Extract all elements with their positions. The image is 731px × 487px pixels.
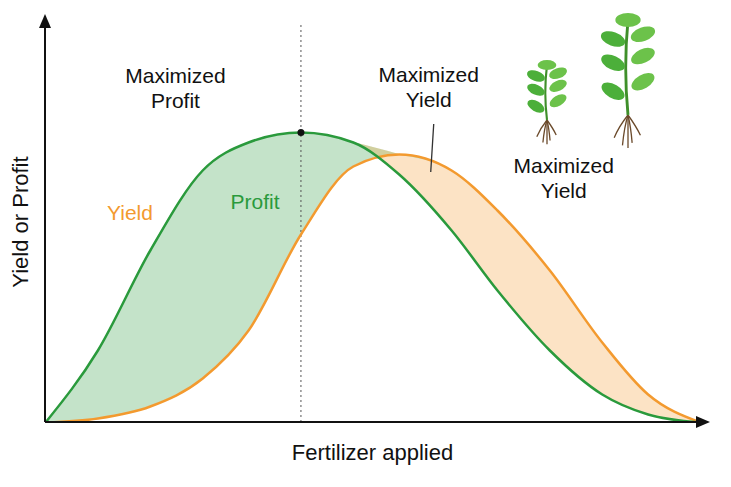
svg-text:MaximizedYield: MaximizedYield [379,63,479,111]
svg-text:MaximizedProfit: MaximizedProfit [125,64,225,112]
svg-text:Fertilizer applied: Fertilizer applied [292,440,453,465]
svg-text:Yield: Yield [107,201,153,224]
svg-text:MaximizedYield: MaximizedYield [514,154,614,202]
svg-text:Profit: Profit [230,190,279,213]
svg-text:Yield or Profit: Yield or Profit [8,156,33,287]
